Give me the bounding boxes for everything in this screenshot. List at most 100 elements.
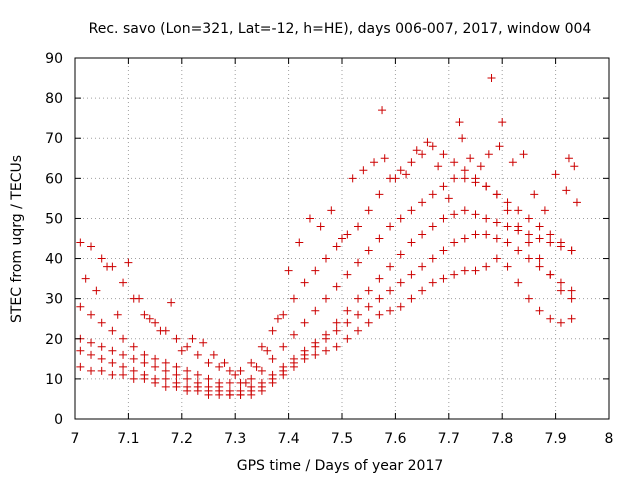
data-point xyxy=(338,234,346,243)
data-point xyxy=(97,342,106,351)
data-point xyxy=(343,230,352,239)
data-point xyxy=(236,390,245,399)
data-point xyxy=(519,150,528,159)
x-tick-label: 7.3 xyxy=(224,431,246,447)
data-point xyxy=(412,146,421,155)
y-tick-label: 80 xyxy=(45,91,63,107)
data-point xyxy=(466,154,475,163)
data-point xyxy=(418,262,427,271)
data-point xyxy=(535,306,544,315)
data-point xyxy=(503,262,512,271)
axis-ticks xyxy=(74,57,610,420)
data-point xyxy=(396,278,405,287)
data-point xyxy=(119,350,128,359)
data-point xyxy=(535,222,544,231)
data-point xyxy=(108,326,117,335)
y-tick-label: 70 xyxy=(45,131,63,147)
data-point xyxy=(354,222,363,231)
data-point xyxy=(514,278,523,287)
data-point xyxy=(530,190,539,199)
data-point xyxy=(514,246,523,255)
data-point xyxy=(129,354,138,363)
data-point xyxy=(119,334,128,343)
data-point xyxy=(81,274,90,283)
data-point xyxy=(76,238,85,247)
data-point xyxy=(87,310,96,319)
data-point xyxy=(113,310,122,319)
data-point xyxy=(279,370,288,379)
data-point xyxy=(428,278,437,287)
data-point xyxy=(551,170,560,179)
data-point xyxy=(428,190,437,199)
data-point xyxy=(514,206,523,215)
data-point xyxy=(161,366,170,375)
data-point xyxy=(495,142,504,151)
data-point xyxy=(564,154,573,163)
data-point xyxy=(386,262,395,271)
data-point xyxy=(503,238,512,247)
data-point xyxy=(321,254,330,263)
data-point xyxy=(257,342,266,351)
data-point xyxy=(444,194,453,203)
data-point xyxy=(354,310,363,319)
data-point xyxy=(567,314,576,323)
data-point xyxy=(215,362,224,371)
data-point xyxy=(209,350,218,359)
data-point xyxy=(458,134,467,143)
data-point xyxy=(103,262,112,271)
data-point xyxy=(167,298,176,307)
data-point xyxy=(215,390,224,399)
x-tick-label: 7 xyxy=(71,431,80,447)
data-point xyxy=(129,366,138,375)
data-point xyxy=(471,210,480,219)
data-point xyxy=(524,214,533,223)
data-point xyxy=(305,214,314,223)
x-tick-label: 7.2 xyxy=(171,431,193,447)
data-point xyxy=(241,378,250,387)
data-point xyxy=(503,222,512,231)
data-point xyxy=(378,106,387,115)
data-point xyxy=(76,362,85,371)
data-point xyxy=(567,246,576,255)
data-point xyxy=(354,258,363,267)
data-point xyxy=(87,338,96,347)
data-point xyxy=(268,326,277,335)
data-point xyxy=(439,150,448,159)
data-point xyxy=(418,286,427,295)
data-point xyxy=(87,366,96,375)
data-point xyxy=(193,386,202,395)
data-point xyxy=(311,306,320,315)
data-point xyxy=(151,318,160,327)
data-point xyxy=(327,206,336,215)
data-point xyxy=(311,266,320,275)
data-point xyxy=(119,370,128,379)
data-point xyxy=(471,266,480,275)
data-point xyxy=(546,314,555,323)
data-point xyxy=(386,222,395,231)
data-point xyxy=(225,390,234,399)
data-point xyxy=(375,274,384,283)
data-point xyxy=(151,378,160,387)
data-point xyxy=(204,374,213,383)
data-point xyxy=(482,214,491,223)
data-point xyxy=(151,354,160,363)
data-point xyxy=(300,278,309,287)
data-point xyxy=(124,258,133,267)
x-tick-label: 7.5 xyxy=(331,431,353,447)
data-point xyxy=(482,230,491,239)
data-point xyxy=(396,166,405,175)
data-point xyxy=(450,238,459,247)
data-point xyxy=(386,286,395,295)
data-point xyxy=(321,346,330,355)
data-point xyxy=(407,206,416,215)
data-point xyxy=(279,342,288,351)
data-point xyxy=(321,334,330,343)
x-tick-label: 7.6 xyxy=(384,431,406,447)
data-point xyxy=(450,270,459,279)
data-point xyxy=(375,190,384,199)
data-point xyxy=(386,306,395,315)
data-point xyxy=(476,162,485,171)
data-point xyxy=(311,342,320,351)
data-point xyxy=(300,318,309,327)
data-point xyxy=(546,270,555,279)
